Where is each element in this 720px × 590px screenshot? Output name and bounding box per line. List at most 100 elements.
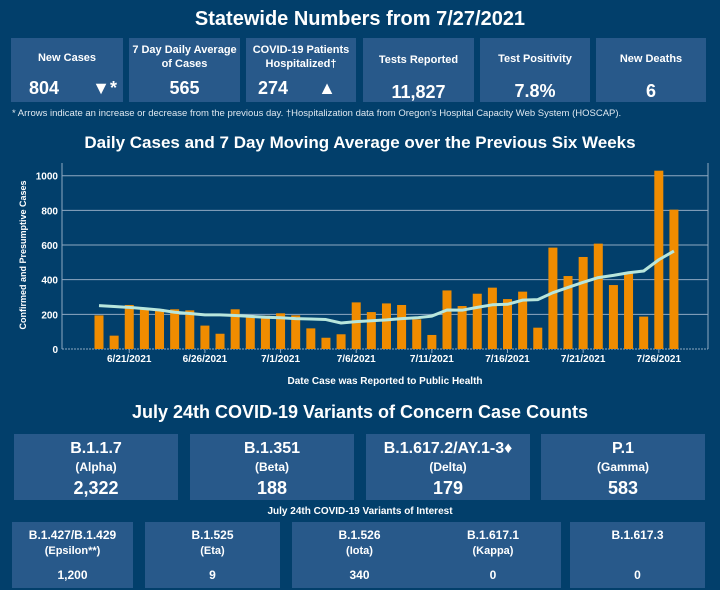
bar-7/18 (533, 327, 543, 349)
bar-7/21 (578, 256, 588, 349)
x-tick-label: 7/21/2021 (561, 354, 606, 365)
tests-reported-card: Tests Reported 11,827 (363, 38, 474, 102)
variant-card-epsilon: B.1.427/B.1.429 (Epsilon**) 1,200 (12, 522, 133, 588)
x-tick-label: 7/26/2021 (637, 354, 682, 365)
y-tick-label: 400 (41, 276, 58, 287)
x-axis-title: Date Case was Reported to Public Health (287, 376, 482, 387)
bar-7/2 (291, 315, 301, 349)
bar-7/23 (608, 285, 618, 349)
new-cases-card: New Cases 804 ▼* (11, 38, 123, 102)
bar-7/7 (366, 312, 376, 349)
x-tick-label: 7/6/2021 (337, 354, 376, 365)
variant-label: (Delta) (429, 460, 467, 474)
bar-6/26 (200, 325, 210, 349)
variant-name: B.1.617.2/AY.1-3♦ (383, 440, 513, 457)
variant-card-b16173: B.1.617.3 0 (570, 522, 705, 588)
card-label: New Cases (37, 52, 97, 64)
variant-name: B.1.617.1 (466, 528, 520, 542)
card-label: Tests Reported (378, 54, 459, 66)
card-value: 11,827 (391, 82, 446, 102)
variant-label: (Epsilon**) (44, 545, 101, 557)
bar-7/20 (563, 276, 573, 349)
bar-6/23 (155, 308, 165, 349)
bar-7/8 (381, 303, 391, 349)
bar-6/22 (139, 309, 149, 349)
variant-card-kappa: B.1.617.1 (Kappa) 0 (425, 522, 561, 588)
bar-7/14 (472, 293, 482, 349)
bar-7/15 (487, 287, 497, 349)
variant-label: (Iota) (346, 545, 373, 557)
variant-card-iota: B.1.526 (Iota) 340 (292, 522, 427, 588)
variant-label: (Beta) (254, 460, 289, 474)
bar-7/3 (306, 328, 316, 349)
variant-count: 2,322 (73, 478, 119, 498)
variant-name: P.1 (612, 440, 634, 457)
variant-label: (Eta) (200, 545, 225, 557)
variant-label: (Gamma) (596, 460, 649, 474)
card-value: 274 (258, 78, 289, 98)
card-value: 804 (29, 78, 60, 98)
footnote: * Arrows indicate an increase or decreas… (12, 108, 622, 119)
variant-count: 179 (432, 478, 464, 498)
hospitalized-card: COVID-19 Patients Hospitalized† 274 ▲ (246, 38, 356, 102)
variant-count: 583 (607, 478, 639, 498)
variant-count: 0 (634, 568, 641, 582)
variant-label: (Alpha) (75, 460, 117, 474)
variant-card-alpha: B.1.1.7 (Alpha) 2,322 (14, 434, 178, 500)
card-label: COVID-19 Patients Hospitalized† (252, 44, 350, 70)
card-label: Test Positivity (498, 53, 572, 65)
variant-card-gamma: P.1 (Gamma) 583 (541, 434, 705, 500)
seven-day-average-card: 7 Day Daily Average of Cases 565 (129, 38, 240, 102)
card-value: 6 (645, 81, 656, 101)
bar-7/5 (336, 334, 346, 349)
bar-7/12 (442, 290, 452, 349)
bar-7/1 (276, 313, 286, 349)
bar-7/9 (397, 304, 407, 349)
card-label: New Deaths (619, 53, 683, 65)
x-tick-label: 7/11/2021 (410, 354, 454, 365)
x-tick-label: 6/21/2021 (107, 354, 152, 365)
new-deaths-card: New Deaths 6 (596, 38, 706, 102)
bar-6/30 (260, 315, 270, 349)
y-tick-label: 1000 (36, 172, 59, 183)
bar-6/27 (215, 333, 225, 349)
variant-name: B.1.526 (338, 528, 381, 542)
variants-of-interest-title: July 24th COVID-19 Variants of Interest (267, 506, 453, 517)
bar-6/24 (170, 309, 180, 349)
variant-count: 340 (349, 568, 370, 582)
page-title: Statewide Numbers from 7/27/2021 (194, 8, 526, 30)
variant-name: B.1.427/B.1.429 (28, 528, 117, 542)
cases-chart: 0 200 400 600 800 1000 6/21/2021 6/26/2021 7/1/… (18, 163, 709, 387)
variant-count: 0 (489, 568, 497, 582)
bar-7/16 (503, 299, 513, 349)
card-value: 7.8% (514, 81, 556, 101)
bar-7/27 (669, 209, 679, 349)
x-tick-label: 7/1/2021 (261, 354, 300, 365)
bar-7/13 (457, 306, 467, 349)
bar-7/11 (427, 334, 437, 349)
bar-6/19 (94, 315, 104, 349)
variant-name: B.1.1.7 (70, 440, 122, 457)
bar-6/28 (230, 309, 240, 349)
chart-title: Daily Cases and 7 Day Moving Average ove… (84, 133, 636, 152)
card-value: 565 (169, 78, 200, 98)
y-axis-title: Confirmed and Presumptive Cases (18, 180, 28, 329)
variant-name: B.1.617.3 (611, 528, 664, 542)
card-label: 7 Day Daily Average of Cases (132, 44, 237, 70)
variant-name: B.1.351 (243, 440, 301, 457)
bar-6/29 (245, 315, 255, 349)
bar-7/19 (548, 247, 558, 349)
y-tick-label: 600 (41, 241, 58, 252)
x-tick-label: 6/26/2021 (183, 354, 228, 365)
bar-7/17 (518, 291, 528, 349)
variant-label: (Kappa) (472, 545, 514, 557)
bar-6/21 (124, 304, 134, 349)
up-arrow-icon: ▲ (318, 78, 336, 98)
y-tick-label: 800 (41, 206, 58, 217)
variant-card-eta: B.1.525 (Eta) 9 (145, 522, 280, 588)
bar-7/4 (321, 337, 331, 349)
down-arrow-icon: ▼* (92, 78, 117, 98)
variant-count: 1,200 (57, 568, 88, 582)
test-positivity-card: Test Positivity 7.8% (480, 38, 590, 102)
variant-card-delta: B.1.617.2/AY.1-3♦ (Delta) 179 (366, 434, 530, 500)
